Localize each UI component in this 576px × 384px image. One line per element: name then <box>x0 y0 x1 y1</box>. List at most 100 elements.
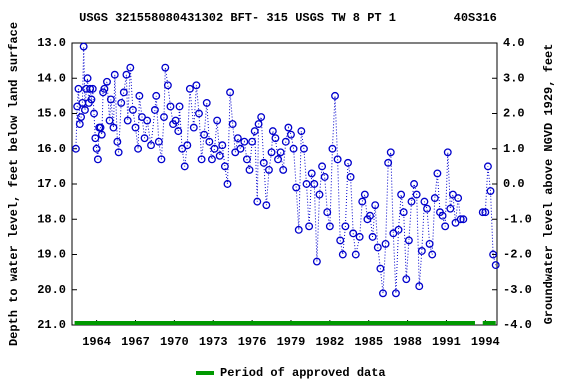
data-point <box>86 84 95 93</box>
data-point <box>175 102 184 111</box>
data-point <box>443 148 452 157</box>
data-point <box>215 151 224 160</box>
data-point <box>297 127 306 136</box>
data-point <box>425 239 434 248</box>
data-point <box>299 144 308 153</box>
data-point <box>478 208 487 217</box>
data-point <box>134 144 143 153</box>
data-point <box>446 204 455 213</box>
data-point <box>248 137 257 146</box>
x-tick-label: 1991 <box>432 335 461 349</box>
data-point <box>240 137 249 146</box>
y2-tick-label: -2.0 <box>503 248 532 262</box>
data-point <box>302 180 311 188</box>
data-point <box>245 165 254 174</box>
data-point <box>135 91 144 100</box>
data-point <box>379 289 387 298</box>
data-point <box>195 109 203 118</box>
data-point <box>226 88 235 97</box>
data-point <box>91 134 100 143</box>
approved-period <box>482 321 496 325</box>
y2-axis-label: Groundwater level above NGVD 1929, feet <box>542 44 556 325</box>
data-point <box>307 169 316 178</box>
data-point <box>312 257 321 266</box>
data-point <box>320 172 329 181</box>
data-point <box>210 144 219 153</box>
data-point <box>276 148 285 157</box>
data-point <box>236 144 245 153</box>
data-point <box>386 148 395 157</box>
data-point <box>368 232 377 241</box>
data-point <box>92 144 101 153</box>
data-point <box>315 190 324 199</box>
data-point <box>105 116 114 125</box>
data-point <box>131 123 140 132</box>
data-point <box>180 162 189 171</box>
data-point <box>73 102 82 111</box>
data-point <box>138 113 146 121</box>
data-point <box>205 137 214 146</box>
data-point <box>228 120 237 129</box>
data-point <box>491 261 500 270</box>
data-point <box>265 165 273 174</box>
data-point <box>161 63 170 72</box>
x-tick-label: 1967 <box>121 335 150 349</box>
data-point <box>318 162 327 171</box>
data-point <box>456 215 465 224</box>
data-point <box>349 229 358 238</box>
data-point <box>366 211 374 220</box>
data-point <box>394 225 403 234</box>
data-point <box>412 190 421 199</box>
data-point <box>391 289 400 298</box>
data-point <box>284 123 293 132</box>
data-point <box>119 88 128 97</box>
data-point <box>336 236 345 245</box>
data-point <box>77 113 86 121</box>
y2-tick-label: -1.0 <box>503 212 532 226</box>
data-point <box>448 190 457 199</box>
data-point <box>160 113 168 121</box>
data-point <box>90 109 98 118</box>
data-point <box>454 194 463 203</box>
series-line <box>75 46 497 294</box>
x-tick-label: 1994 <box>471 335 500 349</box>
data-point <box>355 232 364 241</box>
data-point <box>220 162 229 171</box>
data-point <box>157 155 166 164</box>
data-point <box>163 81 172 90</box>
data-point <box>79 42 88 51</box>
data-point <box>420 197 429 206</box>
data-point <box>281 137 290 146</box>
data-point <box>87 95 96 104</box>
data-point <box>231 148 240 157</box>
data-point <box>274 155 282 164</box>
data-point <box>305 222 314 231</box>
data-point <box>154 137 163 146</box>
data-point <box>267 148 276 157</box>
y-tick-label: 19.0 <box>37 248 66 262</box>
data-point <box>242 155 251 164</box>
data-point <box>114 148 123 157</box>
data-point <box>109 123 118 132</box>
data-point <box>373 243 382 252</box>
data-point <box>344 158 352 167</box>
y2-tick-label: -3.0 <box>503 283 532 297</box>
data-point <box>417 247 426 255</box>
data-point <box>483 162 492 171</box>
data-point <box>99 88 108 97</box>
data-point <box>338 250 347 259</box>
data-point <box>404 236 413 245</box>
x-tick-label: 1979 <box>277 335 306 349</box>
data-point <box>250 127 259 136</box>
data-point <box>399 208 408 217</box>
data-point <box>74 84 83 93</box>
y-tick-label: 16.0 <box>37 142 66 156</box>
y-axis-label: Depth to water level, feet below land su… <box>7 22 21 346</box>
data-point <box>325 222 334 231</box>
data-point <box>143 116 152 125</box>
data-point <box>441 222 450 231</box>
y2-tick-label: 2.0 <box>503 107 525 121</box>
data-point <box>486 187 495 195</box>
data-point <box>402 275 411 284</box>
